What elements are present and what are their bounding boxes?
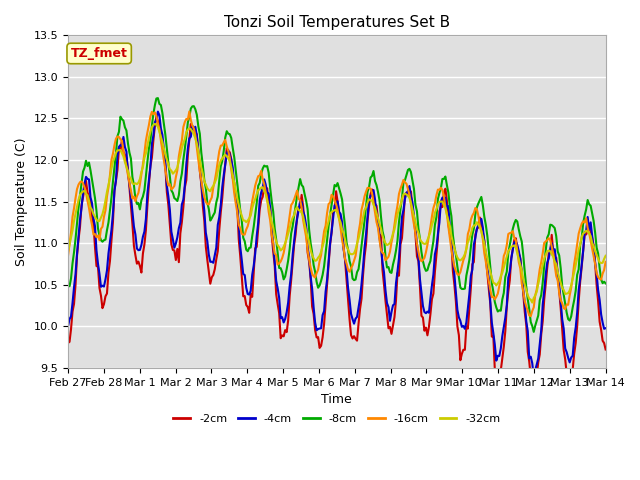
Title: Tonzi Soil Temperatures Set B: Tonzi Soil Temperatures Set B	[224, 15, 450, 30]
Line: -2cm: -2cm	[68, 116, 605, 385]
-2cm	[226, 149, 234, 155]
-2cm	[602, 347, 609, 352]
-8cm	[244, 248, 252, 254]
-2cm	[244, 304, 252, 310]
-4cm	[244, 291, 252, 297]
-32cm	[529, 300, 536, 305]
-16cm	[253, 178, 260, 183]
-32cm	[301, 221, 308, 227]
-32cm	[244, 217, 252, 223]
-8cm	[64, 282, 72, 288]
-16cm	[64, 253, 72, 259]
-8cm	[575, 266, 582, 272]
-4cm	[226, 152, 234, 157]
-32cm	[226, 159, 234, 165]
-2cm	[253, 244, 260, 250]
-4cm	[154, 109, 162, 115]
-16cm	[244, 223, 252, 229]
-4cm	[575, 287, 582, 293]
-16cm	[186, 108, 193, 114]
-8cm	[154, 95, 162, 101]
-2cm	[575, 299, 582, 304]
Legend: -2cm, -4cm, -8cm, -16cm, -32cm: -2cm, -4cm, -8cm, -16cm, -32cm	[169, 410, 504, 429]
-8cm	[301, 192, 308, 197]
-2cm	[529, 383, 536, 388]
Y-axis label: Soil Temperature (C): Soil Temperature (C)	[15, 137, 28, 266]
-32cm	[602, 253, 609, 259]
-32cm	[575, 247, 582, 252]
-4cm	[301, 213, 308, 219]
Line: -8cm: -8cm	[68, 98, 605, 332]
-4cm	[602, 325, 609, 331]
-2cm	[130, 243, 138, 249]
Line: -16cm: -16cm	[68, 111, 605, 316]
-2cm	[64, 340, 72, 346]
-2cm	[301, 221, 308, 227]
-8cm	[602, 280, 609, 286]
-32cm	[64, 249, 72, 254]
-8cm	[253, 200, 260, 206]
-32cm	[130, 181, 138, 187]
-4cm	[64, 324, 72, 329]
Line: -32cm: -32cm	[68, 124, 605, 302]
-32cm	[151, 121, 159, 127]
-16cm	[575, 231, 582, 237]
-4cm	[253, 233, 260, 239]
-2cm	[152, 113, 160, 119]
Text: TZ_fmet: TZ_fmet	[70, 47, 127, 60]
Line: -4cm: -4cm	[68, 112, 605, 377]
X-axis label: Time: Time	[321, 393, 352, 406]
-8cm	[530, 329, 538, 335]
-8cm	[130, 182, 138, 188]
-16cm	[602, 259, 609, 264]
-32cm	[253, 191, 260, 197]
-8cm	[226, 131, 234, 137]
-4cm	[130, 224, 138, 229]
-16cm	[130, 193, 138, 199]
-16cm	[226, 155, 234, 161]
-4cm	[530, 374, 538, 380]
-16cm	[527, 313, 534, 319]
-16cm	[301, 226, 308, 231]
